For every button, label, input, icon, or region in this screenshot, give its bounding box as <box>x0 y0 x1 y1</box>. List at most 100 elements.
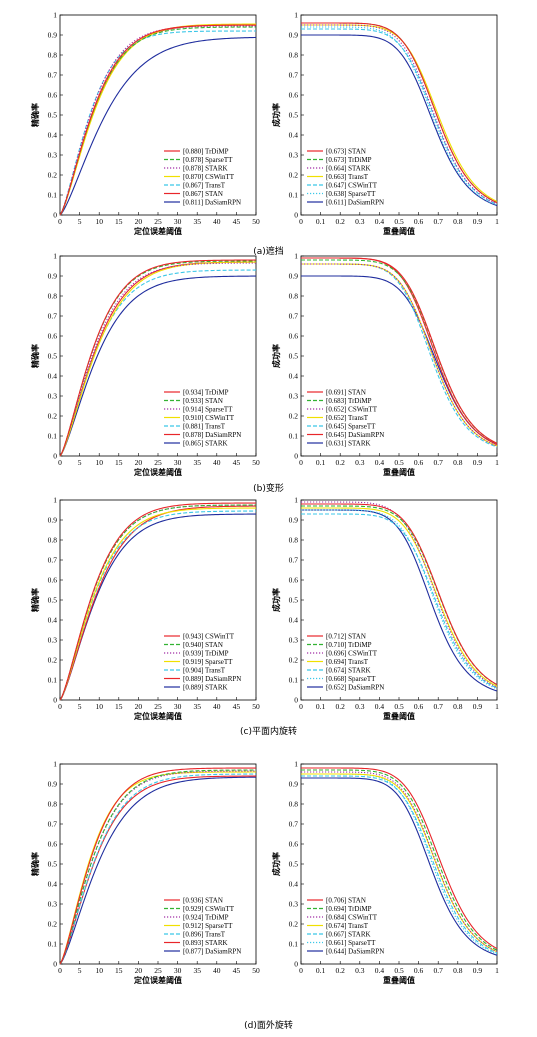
x-tick-label: 1 <box>495 966 499 975</box>
x-axis-label: 定位误差阈值 <box>133 467 182 477</box>
legend-entry: [0.683] TrDiMP <box>326 397 372 405</box>
y-tick-label: 0 <box>294 696 298 705</box>
y-tick-label: 0 <box>53 696 57 705</box>
y-tick-label: 0.1 <box>289 191 299 200</box>
y-tick-label: 0 <box>53 211 57 220</box>
x-tick-label: 0.6 <box>414 217 424 226</box>
y-tick-label: 1 <box>294 496 298 505</box>
x-tick-label: 30 <box>174 217 182 226</box>
x-axis-label: 定位误差阈值 <box>133 711 182 721</box>
y-tick-label: 0.4 <box>289 372 299 381</box>
y-tick-label: 0.9 <box>48 516 58 525</box>
y-tick-label: 0.6 <box>289 332 299 341</box>
series-line <box>301 507 498 687</box>
x-tick-label: 0.2 <box>336 458 346 467</box>
legend-entry: [0.933] STAN <box>183 397 223 405</box>
y-tick-label: 0.1 <box>48 432 58 441</box>
x-tick-label: 0.4 <box>375 217 385 226</box>
y-tick-label: 0.2 <box>289 171 299 180</box>
x-tick-label: 25 <box>154 702 162 711</box>
legend-entry: [0.914] SparseTT <box>183 406 233 414</box>
legend-entry: [0.694] TrDiMP <box>326 905 372 913</box>
x-tick-label: 0.3 <box>355 458 365 467</box>
x-tick-label: 0 <box>299 217 303 226</box>
x-tick-label: 30 <box>174 966 182 975</box>
series-line <box>301 773 498 953</box>
y-tick-label: 0.2 <box>289 656 299 665</box>
legend-entry: [0.673] STAN <box>326 148 366 156</box>
legend-entry: [0.694] TransT <box>326 658 369 666</box>
y-tick-label: 0.6 <box>289 91 299 100</box>
y-tick-label: 0.5 <box>48 596 58 605</box>
y-tick-label: 0.6 <box>289 840 299 849</box>
y-tick-label: 0.5 <box>48 111 58 120</box>
y-tick-label: 0.6 <box>48 840 58 849</box>
legend-entry: [0.889] DaSiamRPN <box>183 675 241 683</box>
series-line <box>301 775 498 954</box>
x-tick-label: 50 <box>252 702 260 711</box>
y-axis-label: 成功率 <box>271 344 281 368</box>
y-axis-label: 精确率 <box>30 588 40 612</box>
series-line <box>301 513 498 689</box>
y-tick-label: 0.6 <box>48 576 58 585</box>
x-tick-label: 35 <box>193 966 201 975</box>
x-tick-label: 5 <box>78 966 82 975</box>
y-axis-label: 成功率 <box>271 588 281 612</box>
x-tick-label: 15 <box>115 458 123 467</box>
x-tick-label: 0.1 <box>316 217 326 226</box>
y-axis-label: 精确率 <box>30 344 40 368</box>
y-tick-label: 1 <box>294 252 298 261</box>
y-tick-label: 0 <box>53 452 57 461</box>
y-tick-label: 0.3 <box>289 900 299 909</box>
x-tick-label: 15 <box>115 966 123 975</box>
y-tick-label: 0.4 <box>48 131 58 140</box>
x-tick-label: 1 <box>495 217 499 226</box>
legend-entry: [0.710] TrDiMP <box>326 641 372 649</box>
y-tick-label: 0.9 <box>289 516 299 525</box>
series-line <box>59 767 256 965</box>
x-tick-label: 25 <box>154 217 162 226</box>
y-tick-label: 0.2 <box>48 920 58 929</box>
legend-entry: [0.667] STARK <box>326 931 371 939</box>
legend-entry: [0.896] TransT <box>183 931 226 939</box>
y-tick-label: 0.8 <box>48 800 58 809</box>
x-tick-label: 0.8 <box>453 458 463 467</box>
y-tick-label: 0.9 <box>289 272 299 281</box>
x-tick-label: 20 <box>135 217 143 226</box>
chart-r0-success: 0 0.1 0.2 0.3 0.4 0.5 0.6 0.7 0.8 0.9 1 0 0.1 0.2 0.3 0… <box>271 11 499 237</box>
x-tick-label: 0.2 <box>336 966 346 975</box>
y-tick-label: 0.4 <box>289 131 299 140</box>
y-tick-label: 0.3 <box>48 900 58 909</box>
x-tick-label: 0.1 <box>316 702 326 711</box>
legend-entry: [0.877] DaSiamRPN <box>183 948 241 956</box>
x-tick-label: 40 <box>213 702 221 711</box>
legend-entry: [0.943] CSWinTT <box>183 633 235 641</box>
series-line <box>59 773 257 965</box>
y-tick-label: 1 <box>53 496 57 505</box>
x-tick-label: 45 <box>233 217 241 226</box>
series-line <box>59 261 256 457</box>
x-axis-label: 重叠阈值 <box>383 975 415 985</box>
x-tick-label: 30 <box>174 458 182 467</box>
x-tick-label: 0.7 <box>434 702 444 711</box>
legend-entry: [0.668] SparseTT <box>326 675 376 683</box>
legend-entry: [0.865] STARK <box>183 440 228 448</box>
x-tick-label: 0.3 <box>355 217 365 226</box>
x-tick-label: 0.3 <box>355 966 365 975</box>
x-tick-label: 0.5 <box>394 458 404 467</box>
legend-entry: [0.893] STARK <box>183 939 228 947</box>
x-tick-label: 0.7 <box>434 217 444 226</box>
y-tick-label: 0.1 <box>289 676 299 685</box>
y-tick-label: 1 <box>53 252 57 261</box>
x-tick-label: 1 <box>495 702 499 711</box>
x-axis-label: 定位误差阈值 <box>133 975 182 985</box>
x-tick-label: 0 <box>58 458 62 467</box>
chart-r2-success: 0 0.1 0.2 0.3 0.4 0.5 0.6 0.7 0.8 0.9 1 0 0.1 0.2 0.3 0… <box>271 496 499 722</box>
legend-entry: [0.936] STAN <box>183 897 223 905</box>
y-tick-label: 0.9 <box>48 31 58 40</box>
legend-entry: [0.910] CSWinTT <box>183 414 235 422</box>
legend-entry: [0.904] TransT <box>183 667 226 675</box>
series-line <box>59 769 256 965</box>
legend-entry: [0.878] DaSiamRPN <box>183 431 241 439</box>
x-tick-label: 20 <box>135 966 143 975</box>
